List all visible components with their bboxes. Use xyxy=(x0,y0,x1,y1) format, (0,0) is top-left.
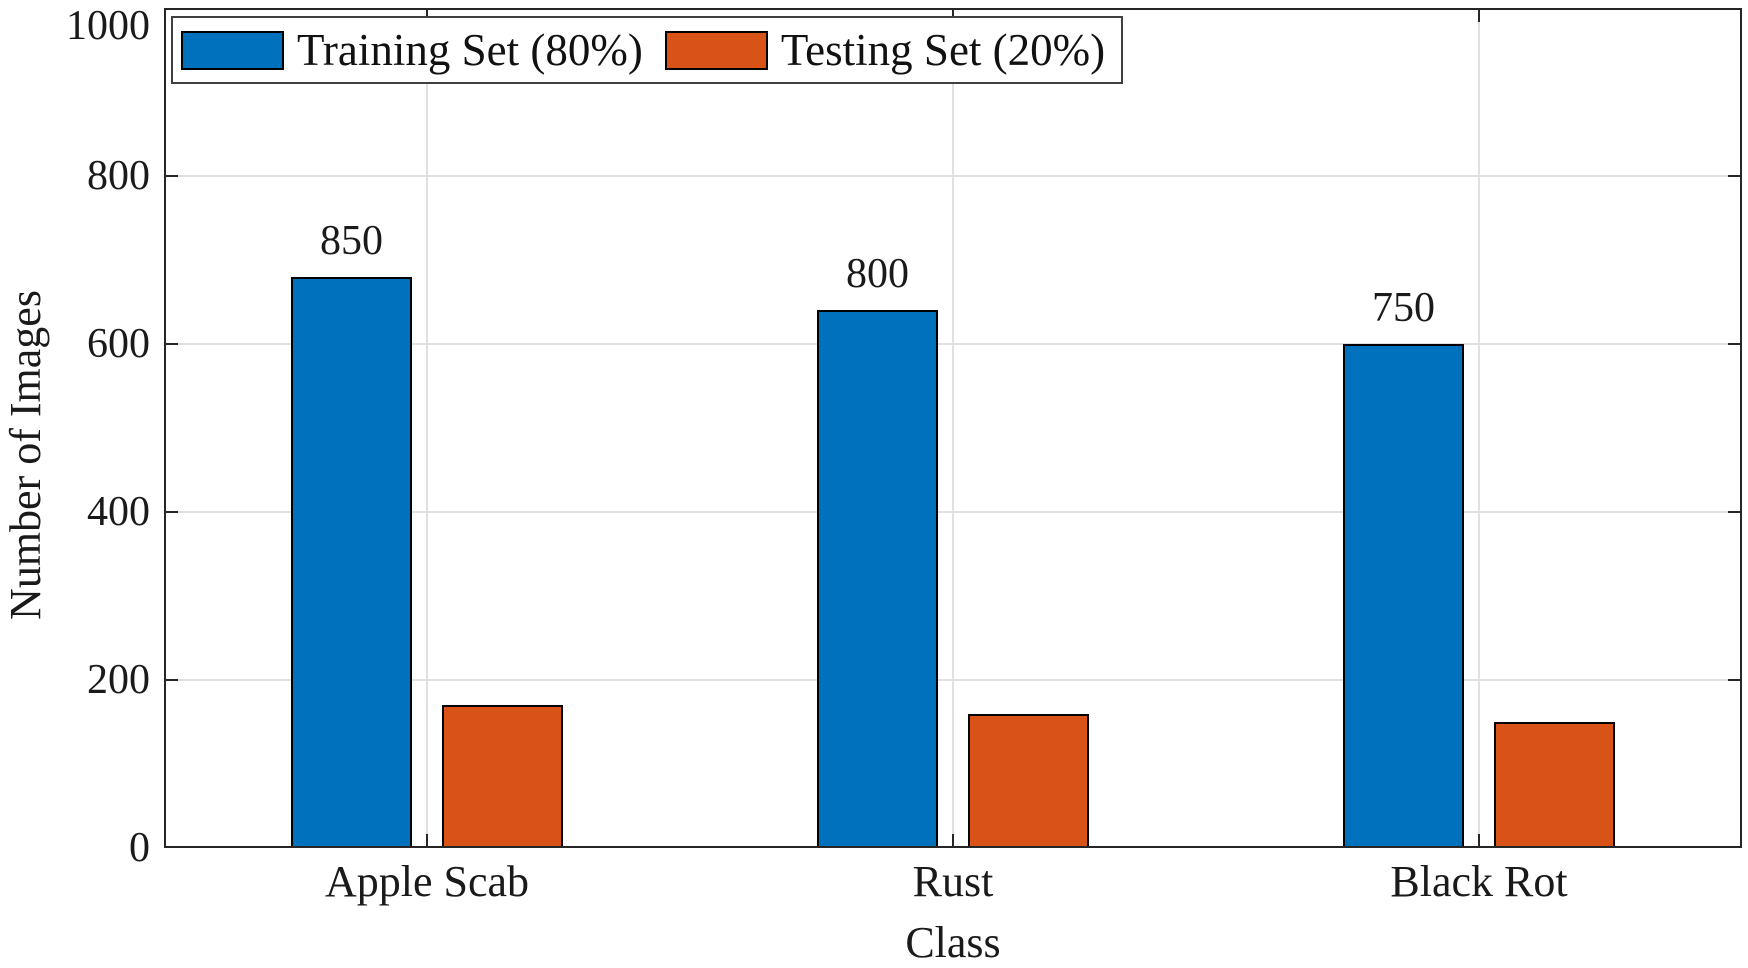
x-tick-label-rust: Rust xyxy=(912,857,994,906)
y-tick-label: 600 xyxy=(87,321,150,367)
legend-item-testing-set: Testing Set (20%) xyxy=(664,24,1106,76)
bar-total-label-rust: 800 xyxy=(846,251,909,298)
y-tick-mark xyxy=(164,175,178,177)
bar-testing-set-20-rust xyxy=(968,713,1089,848)
x-tick-mark xyxy=(426,834,428,848)
bar-testing-set-20-apple-scab xyxy=(442,705,563,848)
y-tick-mark xyxy=(164,511,178,513)
y-tick-label: 1000 xyxy=(66,3,150,49)
y-axis-title: Number of Images xyxy=(1,290,50,620)
y-tick-mark xyxy=(164,679,178,681)
bar-testing-set-20-black-rot xyxy=(1494,722,1615,848)
y-tick-mark xyxy=(164,343,178,345)
gridline-vertical xyxy=(426,8,428,848)
y-tick-label: 200 xyxy=(87,657,150,703)
bar-training-set-80-black-rot xyxy=(1343,344,1464,848)
x-tick-mark-top xyxy=(1478,8,1480,22)
y-tick-label: 800 xyxy=(87,153,150,199)
x-axis-title: Class xyxy=(905,918,1001,967)
y-tick-label: 0 xyxy=(129,825,150,871)
bar-training-set-80-rust xyxy=(817,310,938,848)
legend-swatch-training-set xyxy=(181,30,284,70)
legend-label-training-set: Training Set (80%) xyxy=(297,25,643,75)
y-tick-mark-right xyxy=(1728,511,1742,513)
legend-label-testing-set: Testing Set (20%) xyxy=(780,25,1106,75)
y-tick-label: 400 xyxy=(87,489,150,535)
y-tick-mark-right xyxy=(1728,343,1742,345)
x-tick-mark-top xyxy=(952,8,954,22)
x-tick-mark xyxy=(952,834,954,848)
bar-total-label-black-rot: 750 xyxy=(1372,285,1435,331)
y-tick-mark-right xyxy=(1728,175,1742,177)
bar-total-label-apple-scab: 850 xyxy=(320,217,383,264)
legend: Training Set (80%) Testing Set (20%) xyxy=(171,16,1124,84)
gridline-vertical xyxy=(1478,8,1480,848)
x-tick-mark-top xyxy=(426,8,428,22)
gridline-vertical xyxy=(952,8,954,848)
legend-swatch-testing-set xyxy=(664,30,768,70)
x-tick-label-black-rot: Black Rot xyxy=(1390,857,1568,906)
x-tick-mark xyxy=(1478,834,1480,848)
x-tick-label-apple-scab: Apple Scab xyxy=(324,857,530,906)
legend-item-training-set: Training Set (80%) xyxy=(181,24,643,76)
bar-training-set-80-apple-scab xyxy=(291,276,412,848)
y-tick-mark-right xyxy=(1728,679,1742,681)
